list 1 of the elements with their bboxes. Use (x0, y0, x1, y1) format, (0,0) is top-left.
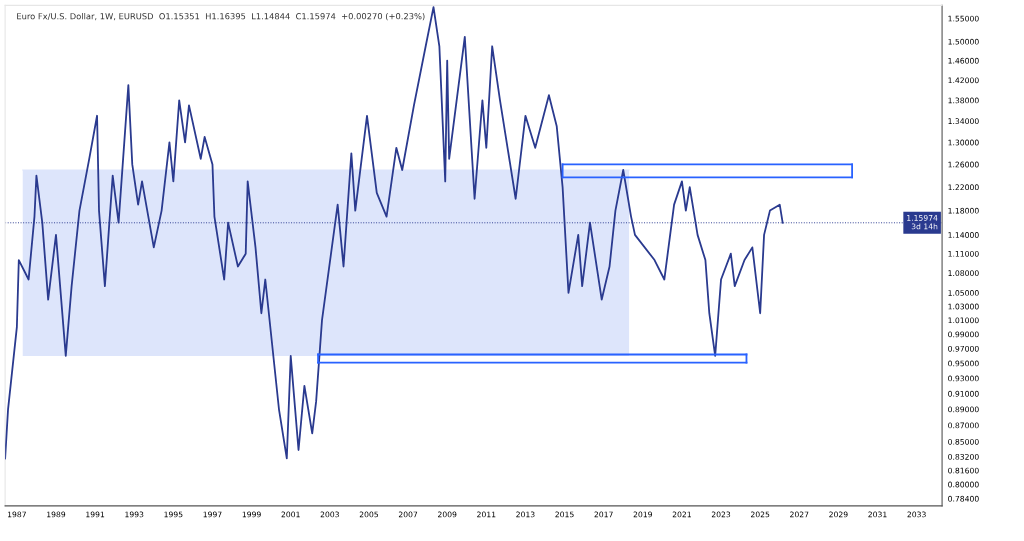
text: Euro Fx/U.S. Dollar, 1W, EURUSD O1.15351 H1.16395 L1.14844 C1.15974 +0.00270 (+0.23%) (17, 12, 425, 21)
